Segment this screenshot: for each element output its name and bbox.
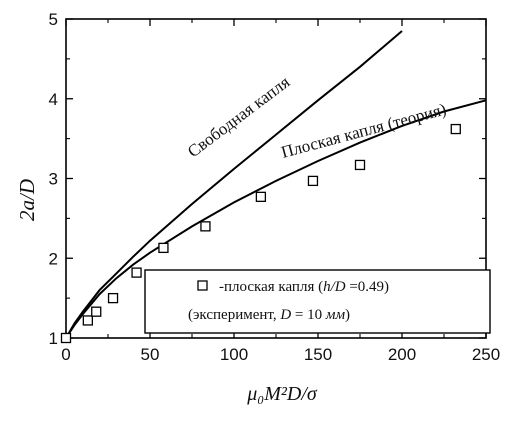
x-tick-label: 150: [304, 345, 332, 364]
y-tick-label: 4: [49, 90, 58, 109]
y-tick-label: 5: [49, 10, 58, 29]
y-tick-label: 1: [49, 329, 58, 348]
x-tick-label: 200: [388, 345, 416, 364]
curve-label-free-drop: Свободная капля: [184, 72, 293, 161]
data-point: [354, 159, 366, 171]
x-tick-label: 50: [141, 345, 160, 364]
curve-label-flat-theory: Плоская капля (теория): [279, 99, 448, 161]
legend-line-1: -плоская капля (h/D =0.49): [219, 279, 389, 295]
y-axis-label: 2a/D: [15, 179, 39, 221]
axis-ticks: 0 50 100 150 200 250 1 2 3 4 5: [49, 10, 501, 364]
curves: [65, 30, 487, 339]
x-tick-label: 0: [61, 345, 70, 364]
data-point: [255, 191, 267, 202]
legend-line-2: (эксперимент, D = 10 мм): [188, 307, 350, 323]
x-tick-label: 100: [220, 345, 248, 364]
series-line-1: [65, 99, 487, 339]
x-axis-label: μ₀M²D/σ: [246, 383, 318, 405]
data-points: [60, 123, 461, 344]
data-point: [82, 315, 93, 326]
data-point: [200, 221, 211, 232]
x-tick-label: 250: [472, 345, 500, 364]
data-point: [131, 267, 142, 278]
y-tick-label: 3: [49, 170, 58, 189]
data-point: [450, 123, 461, 135]
data-point: [91, 306, 102, 317]
data-point: [60, 332, 72, 344]
series-line-0: [65, 30, 403, 339]
data-point: [158, 242, 169, 254]
legend-marker: [197, 280, 208, 291]
y-tick-label: 2: [49, 249, 58, 268]
data-point: [307, 175, 319, 187]
data-point: [107, 292, 119, 304]
